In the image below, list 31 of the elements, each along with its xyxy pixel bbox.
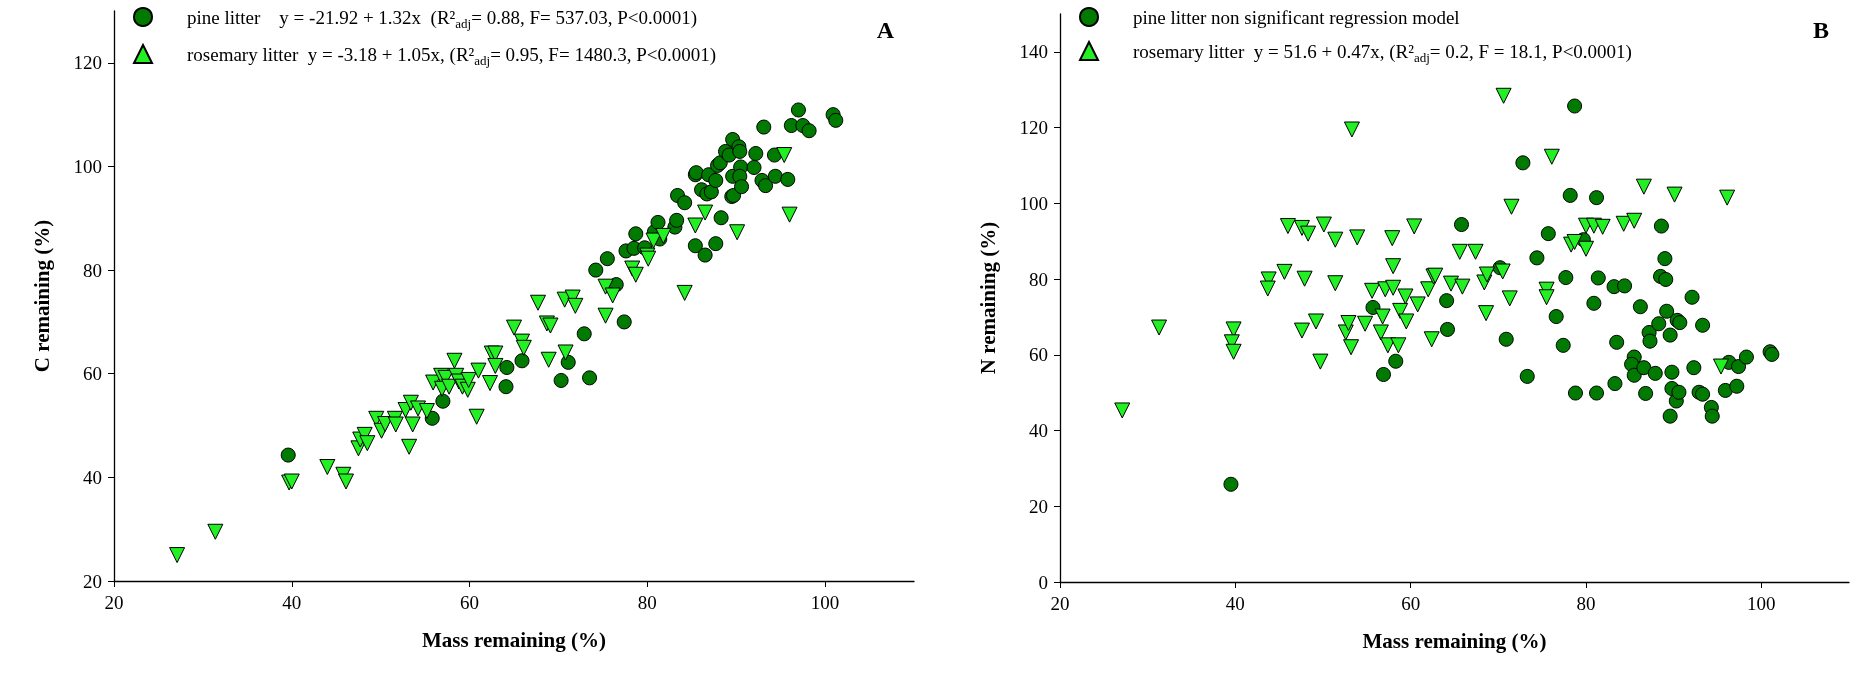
x-tick-label: 20 — [1050, 593, 1070, 614]
y-tick-label: 40 — [1029, 420, 1048, 442]
annotation: B — [1812, 17, 1830, 43]
x-tick-label: 40 — [1225, 593, 1245, 614]
y-tick-label: 80 — [83, 259, 102, 281]
x-tick-label: 40 — [282, 592, 302, 613]
y-tick-label: 80 — [1029, 268, 1048, 290]
y-tick-label: 100 — [1019, 192, 1048, 214]
x-axis-title: Mass remaining (%) — [1362, 628, 1547, 653]
x-tick-label: 20 — [104, 592, 124, 613]
annotation: A — [876, 17, 895, 43]
y-tick-label: 120 — [1019, 117, 1048, 139]
y-tick-label: 140 — [1019, 41, 1048, 63]
y-axis-title: C remaining (%) — [29, 219, 54, 373]
x-tick-label: 60 — [460, 592, 480, 613]
x-axis-title: Mass remaining (%) — [422, 627, 606, 652]
y-tick-label: 120 — [73, 52, 102, 74]
y-tick-label: 20 — [1029, 495, 1048, 517]
x-tick-label: 80 — [637, 592, 657, 613]
x-tick-label: 100 — [810, 592, 840, 613]
legend-label: pine litter non significant regression model — [1133, 6, 1460, 28]
y-tick-label: 0 — [1038, 571, 1048, 593]
y-tick-label: 40 — [83, 466, 102, 488]
y-axis-title: N remaining (%) — [975, 221, 1000, 375]
y-tick-label: 60 — [83, 363, 102, 385]
y-tick-label: 20 — [83, 570, 102, 592]
x-tick-label: 80 — [1576, 593, 1596, 614]
x-tick-label: 60 — [1401, 593, 1421, 614]
x-tick-label: 100 — [1747, 593, 1776, 614]
y-tick-label: 60 — [1029, 344, 1048, 366]
y-tick-label: 100 — [73, 155, 102, 177]
